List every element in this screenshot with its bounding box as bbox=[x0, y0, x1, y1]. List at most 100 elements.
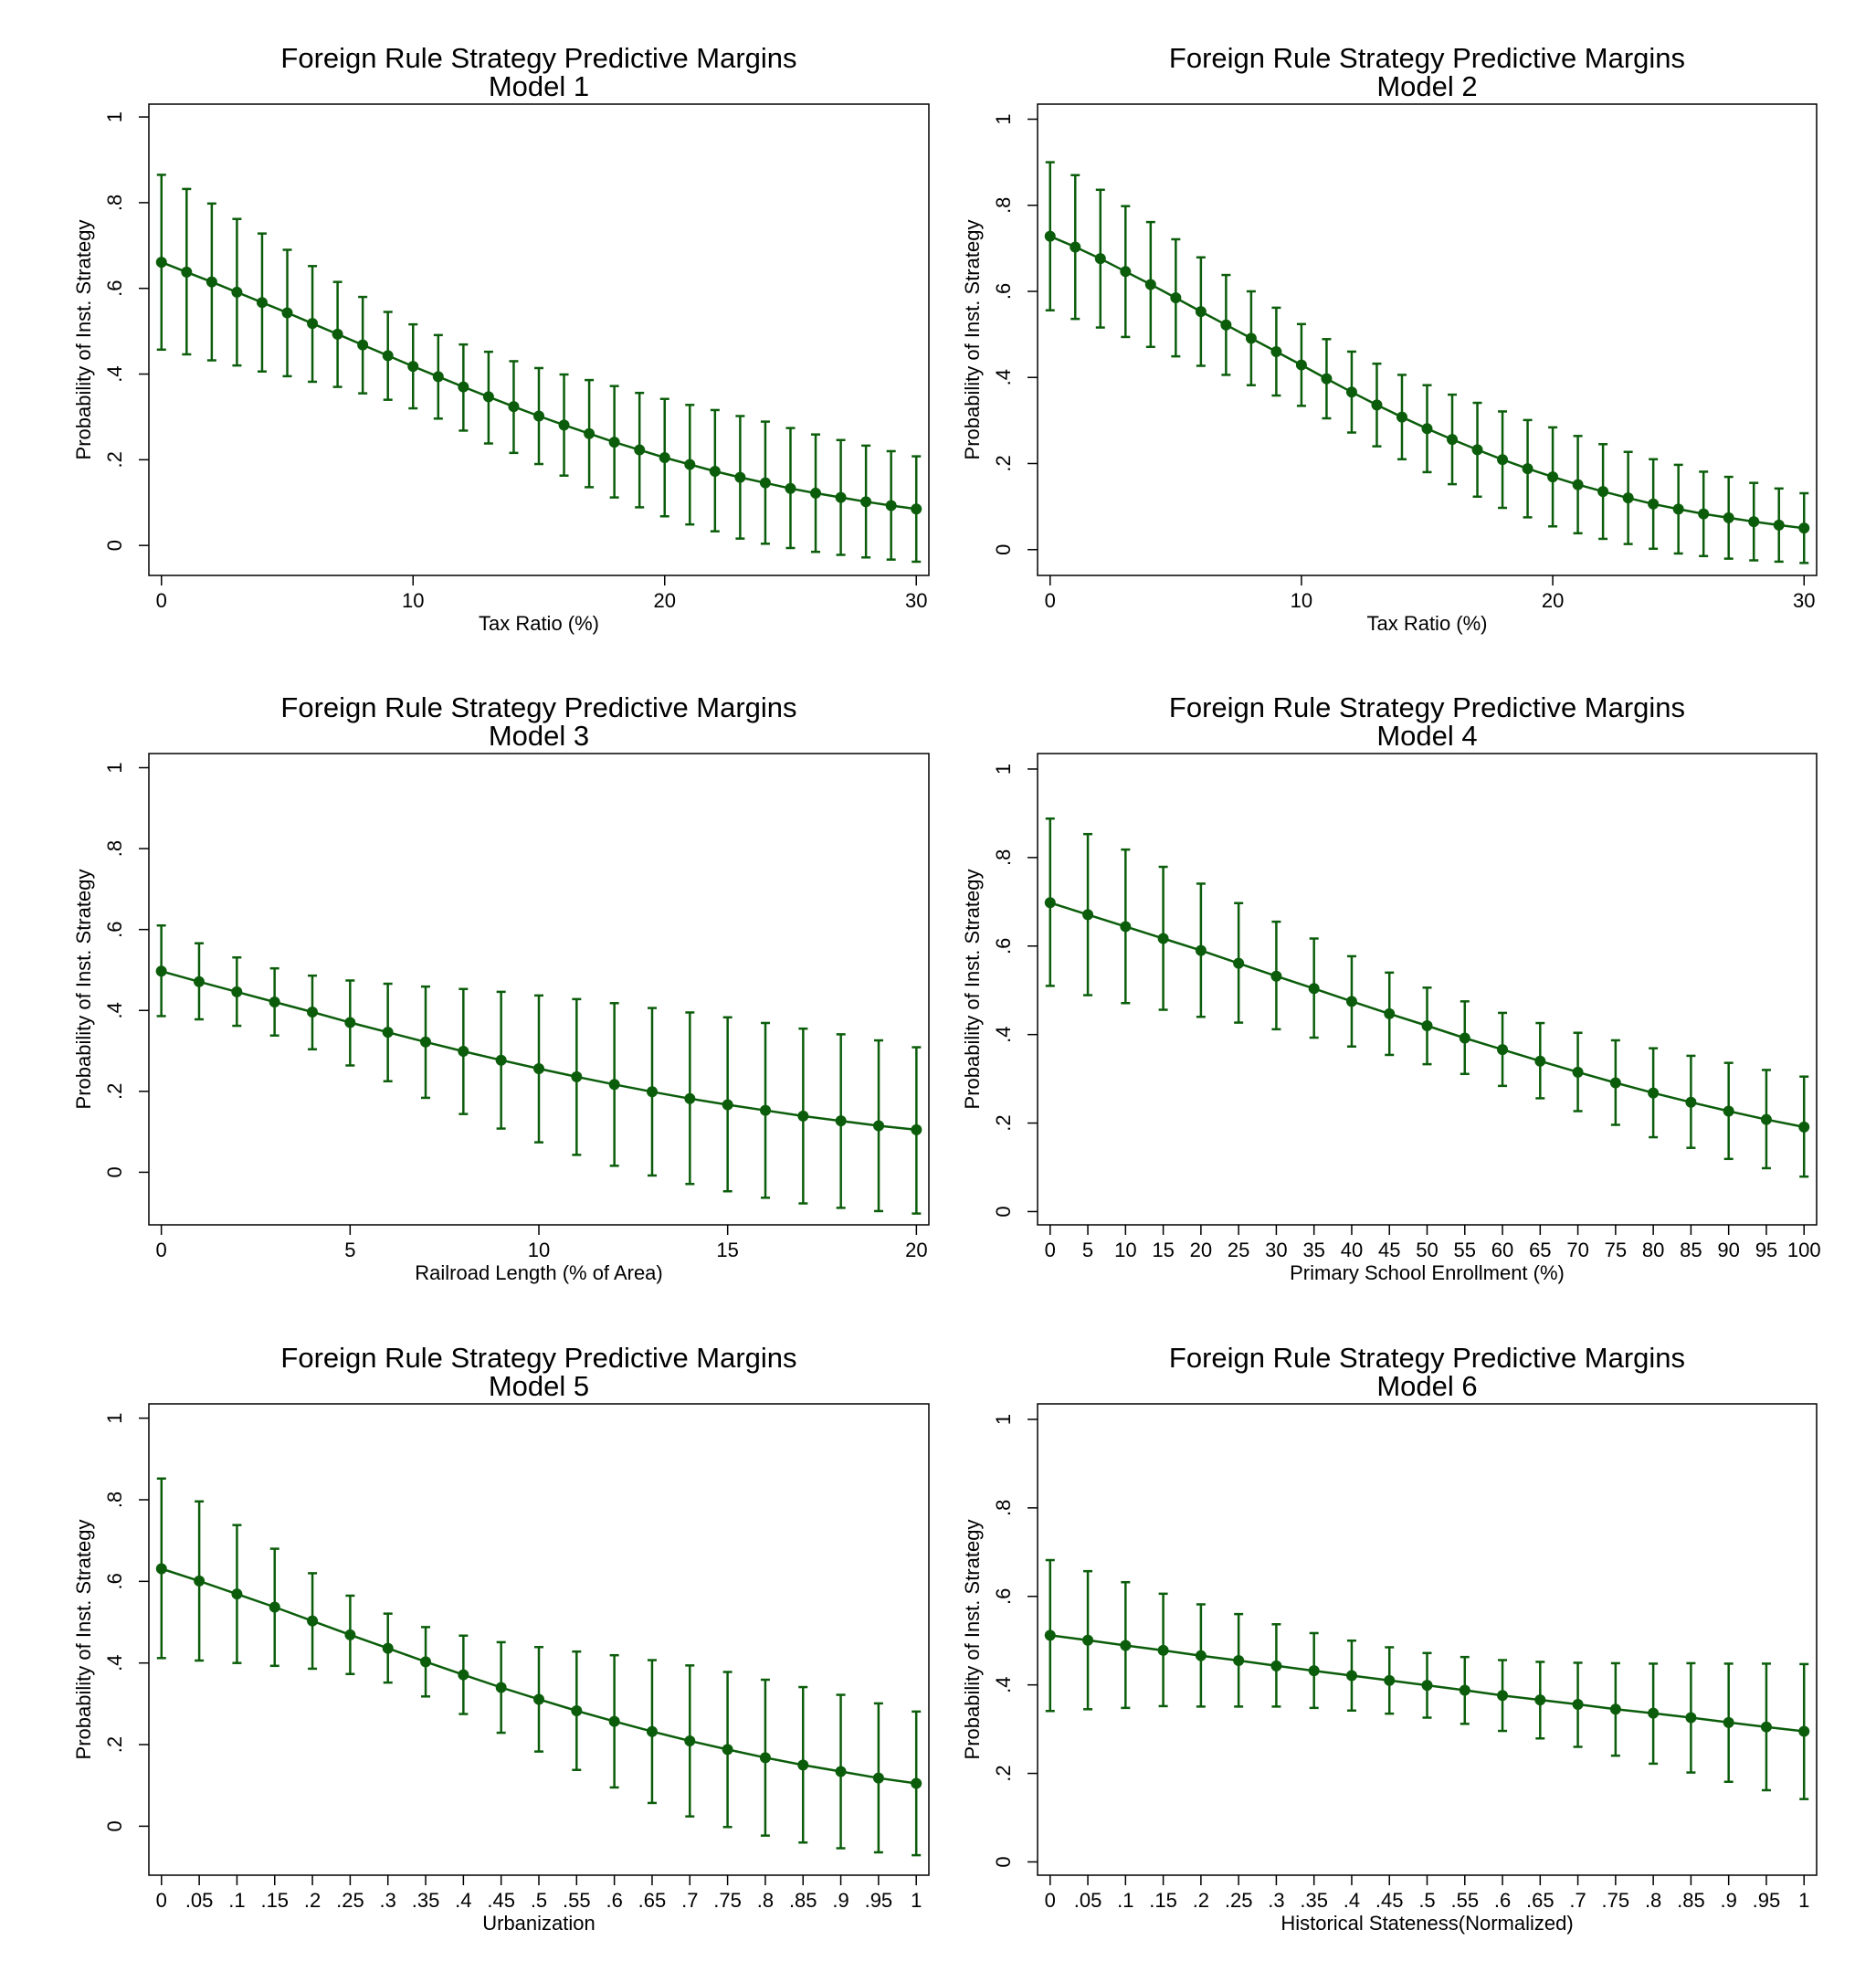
y-tick-label: .2 bbox=[992, 455, 1015, 471]
data-point bbox=[1497, 454, 1509, 466]
data-point bbox=[307, 318, 319, 330]
data-point bbox=[860, 496, 872, 508]
series-line bbox=[1049, 235, 1805, 530]
chart-subtitle: Model 5 bbox=[489, 1370, 589, 1402]
data-point bbox=[1760, 1721, 1772, 1733]
x-tick-label: .95 bbox=[865, 1889, 893, 1912]
x-tick-label: .05 bbox=[185, 1889, 214, 1912]
data-point bbox=[1308, 983, 1320, 995]
x-tick-label: 30 bbox=[905, 589, 927, 612]
data-point bbox=[1685, 1712, 1697, 1724]
data-point bbox=[608, 1079, 620, 1091]
data-point bbox=[194, 1575, 206, 1587]
x-tick-label: 5 bbox=[344, 1239, 355, 1261]
plot-frame bbox=[1037, 1403, 1818, 1876]
y-tick-label: .8 bbox=[103, 195, 126, 211]
data-point bbox=[1723, 1716, 1734, 1728]
data-point bbox=[1421, 1019, 1433, 1031]
x-tick-label: .1 bbox=[1117, 1889, 1133, 1912]
data-point bbox=[1044, 897, 1056, 909]
data-point bbox=[1723, 1105, 1734, 1117]
y-tick-label: .6 bbox=[103, 280, 126, 297]
data-point bbox=[231, 1588, 243, 1600]
y-tick-label: 1 bbox=[103, 111, 126, 122]
x-tick-label: .1 bbox=[228, 1889, 245, 1912]
data-point bbox=[1748, 516, 1760, 528]
data-point bbox=[1195, 1650, 1207, 1661]
data-point bbox=[206, 276, 217, 288]
data-point bbox=[1572, 1066, 1584, 1078]
data-point bbox=[1760, 1113, 1772, 1125]
x-axis-label: Historical Stateness(Normalized) bbox=[1281, 1912, 1573, 1935]
x-tick-label: 60 bbox=[1491, 1239, 1513, 1261]
plot-frame bbox=[148, 103, 930, 576]
chart-panel-2: Foreign Rule Strategy Predictive Margins… bbox=[961, 42, 1818, 635]
data-point bbox=[646, 1725, 658, 1737]
data-point bbox=[1384, 1674, 1396, 1686]
x-tick-label: .8 bbox=[757, 1889, 774, 1912]
x-tick-label: .5 bbox=[531, 1889, 547, 1912]
data-point bbox=[344, 1017, 356, 1028]
data-point bbox=[760, 1104, 772, 1116]
x-tick-label: 40 bbox=[1341, 1239, 1363, 1261]
data-point bbox=[1447, 434, 1459, 446]
x-tick-label: 50 bbox=[1416, 1239, 1438, 1261]
x-tick-label: 100 bbox=[1787, 1239, 1821, 1261]
x-tick-label: 5 bbox=[1082, 1239, 1093, 1261]
data-point bbox=[1195, 306, 1207, 318]
data-point bbox=[873, 1120, 885, 1132]
x-tick-label: 80 bbox=[1642, 1239, 1664, 1261]
y-tick-label: .2 bbox=[992, 1765, 1015, 1781]
data-point bbox=[1270, 345, 1282, 357]
y-tick-label: .4 bbox=[103, 365, 126, 382]
data-point bbox=[684, 1735, 696, 1747]
data-point bbox=[307, 1615, 319, 1627]
data-point bbox=[495, 1682, 507, 1693]
x-tick-label: 65 bbox=[1529, 1239, 1551, 1261]
x-tick-label: 30 bbox=[1265, 1239, 1287, 1261]
x-tick-label: .25 bbox=[336, 1889, 364, 1912]
x-tick-label: .85 bbox=[1677, 1889, 1705, 1912]
x-tick-label: 0 bbox=[156, 589, 167, 612]
x-tick-label: .55 bbox=[1450, 1889, 1479, 1912]
data-point bbox=[231, 286, 243, 298]
data-point bbox=[357, 339, 369, 351]
data-point bbox=[1459, 1032, 1470, 1044]
x-tick-label: .8 bbox=[1645, 1889, 1661, 1912]
y-tick-label: 1 bbox=[992, 113, 1015, 124]
chart-subtitle: Model 3 bbox=[489, 720, 589, 752]
data-point bbox=[1094, 253, 1106, 265]
plot-frame bbox=[148, 1403, 930, 1876]
x-tick-label: .05 bbox=[1074, 1889, 1102, 1912]
data-point bbox=[306, 1007, 318, 1018]
data-point bbox=[155, 965, 167, 977]
y-tick-label: .8 bbox=[992, 1500, 1015, 1516]
x-tick-label: .9 bbox=[1720, 1889, 1736, 1912]
x-tick-label: 20 bbox=[653, 589, 675, 612]
x-tick-label: 85 bbox=[1680, 1239, 1702, 1261]
data-point bbox=[1396, 411, 1407, 423]
data-point bbox=[1497, 1044, 1509, 1056]
y-tick-label: .8 bbox=[992, 849, 1015, 866]
x-tick-label: .75 bbox=[1602, 1889, 1630, 1912]
data-point bbox=[1648, 1707, 1660, 1719]
x-tick-label: 0 bbox=[1045, 589, 1056, 612]
data-point bbox=[382, 1027, 394, 1039]
data-point bbox=[1157, 933, 1169, 944]
data-point bbox=[1220, 319, 1232, 331]
y-axis-label: Probability of Inst. Strategy bbox=[72, 1520, 95, 1760]
data-point bbox=[608, 1715, 620, 1727]
data-point bbox=[1170, 292, 1182, 304]
data-point bbox=[684, 1092, 696, 1104]
data-point bbox=[1384, 1007, 1396, 1019]
data-point bbox=[1195, 944, 1207, 956]
data-point bbox=[584, 427, 595, 439]
y-tick-label: .8 bbox=[103, 1492, 126, 1508]
data-point bbox=[872, 1772, 884, 1784]
data-point bbox=[1685, 1096, 1697, 1108]
data-point bbox=[1497, 1690, 1509, 1702]
data-point bbox=[1572, 1698, 1584, 1710]
plot-frame bbox=[1037, 103, 1818, 576]
data-point bbox=[1648, 498, 1660, 510]
x-tick-label: .2 bbox=[1193, 1889, 1209, 1912]
